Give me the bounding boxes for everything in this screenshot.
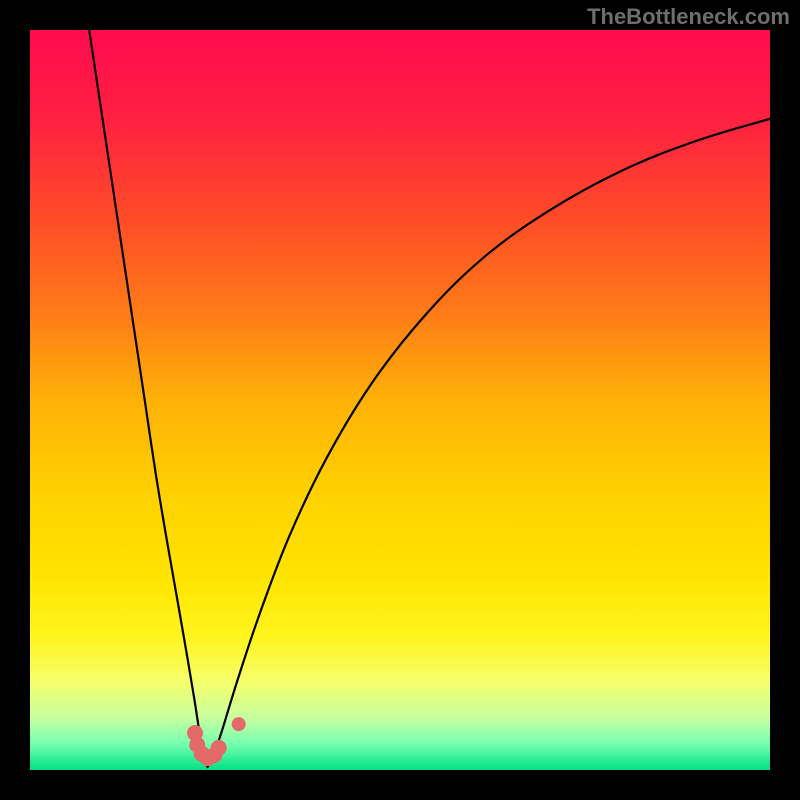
plot-svg bbox=[30, 30, 770, 770]
plot-area bbox=[30, 30, 770, 770]
figure-root: TheBottleneck.com bbox=[0, 0, 800, 800]
watermark-text: TheBottleneck.com bbox=[587, 4, 790, 30]
plot-background bbox=[30, 30, 770, 770]
marker-point bbox=[211, 740, 227, 756]
marker-point bbox=[232, 717, 246, 731]
